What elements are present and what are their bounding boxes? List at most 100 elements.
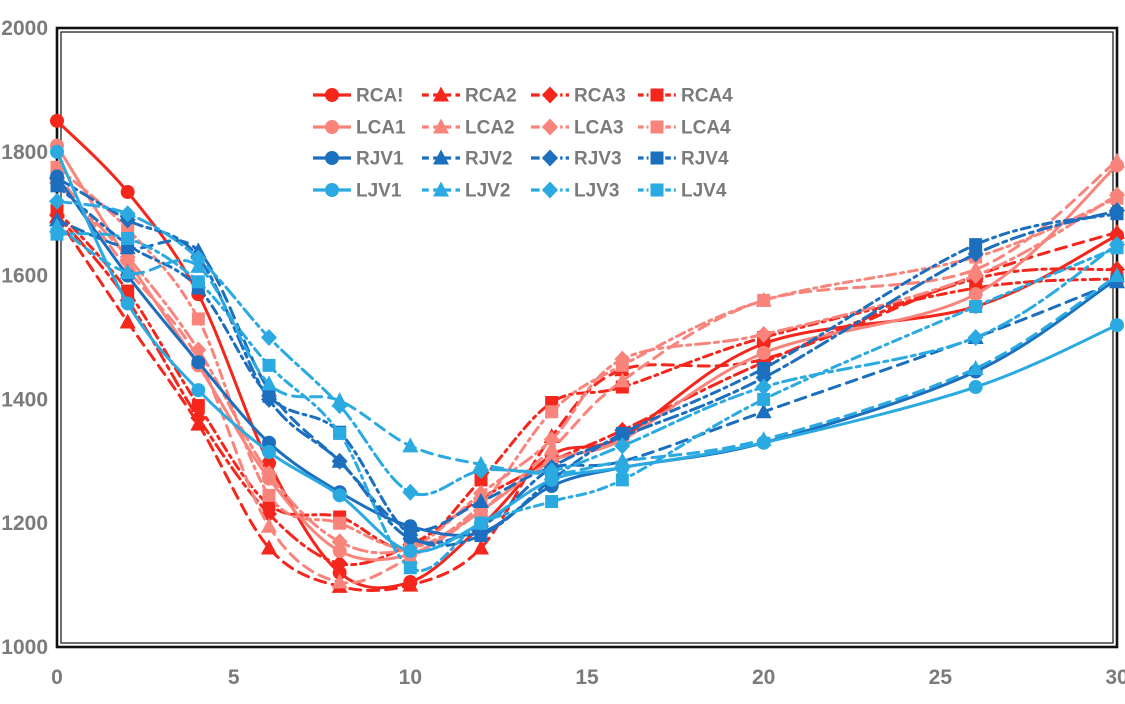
series-marker-RJV1 — [191, 355, 206, 370]
series-marker-LCA2 — [261, 517, 277, 533]
series-line-LJV1 — [55, 150, 1119, 554]
legend-marker-LJV4 — [650, 183, 664, 197]
x-tick-label: 25 — [929, 666, 953, 689]
series-marker-LJV2 — [1109, 267, 1125, 283]
series-marker-LJV1 — [191, 383, 206, 398]
series-marker-RJV4 — [474, 529, 488, 543]
legend-label-LCA3: LCA3 — [574, 118, 624, 139]
series-marker-LCA4 — [757, 293, 771, 307]
series-marker-LCA3 — [190, 341, 207, 359]
x-tick-label: 0 — [51, 666, 63, 689]
legend-marker-LJV1 — [325, 183, 339, 197]
legend-marker-LCA2 — [433, 118, 449, 134]
legend-marker-LCA4 — [650, 120, 664, 134]
series-marker-LCA1 — [756, 345, 771, 360]
series-marker-LCA4 — [262, 488, 276, 502]
series-line-LCA2 — [55, 159, 1119, 585]
legend-label-RJV1: RJV1 — [356, 149, 404, 170]
series-marker-LJV3 — [49, 192, 65, 210]
x-tick-label: 20 — [752, 666, 775, 689]
series-line-LCA1 — [55, 144, 1119, 562]
legend-label-LJV4: LJV4 — [681, 181, 727, 202]
series-marker-LJV3 — [190, 249, 207, 267]
series-marker-LJV4 — [757, 392, 771, 406]
series-marker-LJV1 — [262, 445, 276, 460]
series-marker-RCA! — [262, 456, 276, 471]
legend-marker-LJV3 — [542, 181, 558, 199]
legend-marker-RCA! — [325, 88, 339, 102]
legend-marker-RJV3 — [542, 149, 558, 167]
x-tick-label: 10 — [399, 666, 422, 689]
series-marker-RCA2 — [1109, 223, 1125, 239]
series-marker-LJV1 — [1110, 318, 1124, 333]
series-marker-LJV4 — [1110, 241, 1124, 255]
x-tick-label: 15 — [575, 666, 599, 689]
series-marker-LJV4 — [615, 473, 629, 487]
series-marker-LJV2 — [261, 375, 277, 391]
series-line-RCA3 — [55, 213, 1119, 567]
legend-marker-LCA1 — [325, 120, 339, 134]
series-marker-LJV4 — [545, 495, 559, 509]
series-marker-RJV4 — [262, 389, 276, 403]
series-marker-LJV3 — [331, 397, 348, 415]
series-marker-LCA1 — [968, 287, 983, 302]
series-marker-LJV4 — [121, 231, 135, 245]
y-tick-label: 1600 — [1, 265, 48, 288]
series-marker-RCA! — [120, 185, 135, 200]
legend-marker-RCA4 — [650, 88, 664, 102]
series-marker-RJV4 — [969, 238, 983, 252]
legend-label-RCA!: RCA! — [356, 86, 404, 107]
legend-label-LCA4: LCA4 — [681, 118, 731, 139]
legend-marker-RCA2 — [433, 86, 449, 102]
legend-marker-LCA3 — [542, 118, 558, 136]
legend-label-LJV3: LJV3 — [574, 181, 619, 202]
series-marker-LJV3 — [473, 462, 489, 480]
series-marker-LJV4 — [403, 561, 417, 575]
series-marker-LJV4 — [262, 358, 276, 372]
series-marker-LJV2 — [614, 452, 631, 468]
legend-label-RJV4: RJV4 — [681, 149, 729, 170]
legend-label-RJV3: RJV3 — [574, 149, 622, 170]
series-marker-LJV3 — [967, 329, 984, 346]
series-marker-LCA3 — [331, 533, 348, 551]
series-marker-LJV4 — [191, 275, 205, 289]
plot-frame-inner — [60, 31, 1114, 644]
series-marker-LJV2 — [967, 359, 984, 375]
series-marker-LJV4 — [969, 300, 983, 314]
y-tick-label: 1400 — [1, 388, 48, 411]
series-marker-LJV3 — [402, 483, 419, 501]
series-marker-RCA2 — [402, 576, 419, 592]
series-marker-LCA1 — [332, 544, 347, 559]
series-marker-RJV4 — [403, 529, 417, 543]
series-marker-LJV3 — [614, 437, 631, 455]
series-marker-RJV2 — [473, 493, 489, 509]
plot-frame-outer — [55, 26, 1119, 649]
legend-label-RJV2: RJV2 — [465, 149, 513, 170]
series-line-LJV2 — [55, 224, 1119, 476]
series-marker-LJV1 — [968, 380, 983, 395]
series-marker-LCA4 — [333, 516, 347, 530]
series-marker-LJV1 — [120, 296, 135, 311]
series-marker-LCA2 — [1109, 152, 1125, 168]
series-marker-LCA2 — [614, 372, 631, 388]
series-marker-RCA2 — [119, 313, 136, 329]
series-marker-LJV3 — [261, 329, 277, 346]
series-marker-LCA4 — [615, 358, 629, 372]
series-marker-RJV4 — [757, 361, 771, 375]
series-marker-LJV3 — [119, 205, 136, 223]
legend-marker-RCA3 — [542, 86, 558, 104]
series-marker-LJV1 — [332, 488, 347, 503]
series-marker-RJV4 — [1110, 207, 1124, 221]
series-line-LCA4 — [55, 165, 1119, 550]
series-marker-LCA4 — [191, 312, 205, 326]
series-marker-LJV1 — [50, 144, 64, 159]
legend-label-RCA3: RCA3 — [574, 86, 626, 107]
series-marker-RCA4 — [474, 473, 488, 487]
legend-marker-RJV2 — [433, 149, 449, 165]
series-marker-LCA3 — [543, 431, 560, 449]
legend-marker-RJV1 — [325, 151, 339, 165]
y-tick-label: 1800 — [1, 141, 48, 164]
series-line-RJV1 — [55, 175, 1119, 537]
series-marker-RCA! — [50, 113, 64, 128]
